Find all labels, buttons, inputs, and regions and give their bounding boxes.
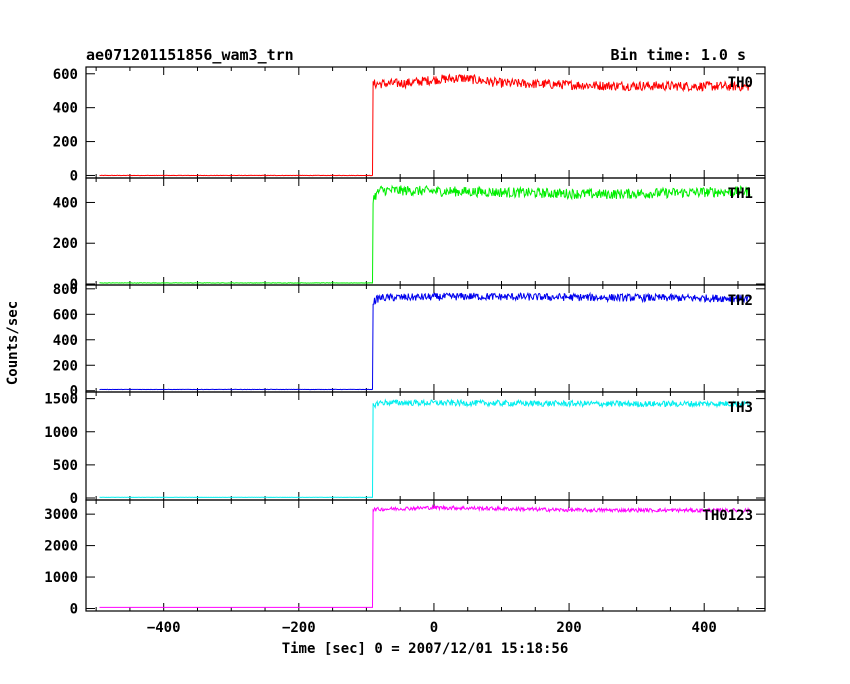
panel-frame	[85, 177, 766, 286]
y-tick-label: 2000	[44, 539, 78, 555]
y-tick-label: 3000	[44, 507, 78, 523]
y-tick-label: 0	[70, 277, 78, 293]
y-tick-label: 600	[53, 307, 78, 323]
y-tick-label: 200	[53, 135, 78, 151]
y-tick-label: 0	[70, 168, 78, 184]
panel-th0: 0 200 400 600 TH0	[53, 66, 766, 184]
x-axis: −400 −200 0 200 400	[147, 620, 717, 636]
y-tick-label: 400	[53, 101, 78, 117]
y-tick-label: 200	[53, 236, 78, 252]
y-tick-label: 200	[53, 358, 78, 374]
panel-th3: 0 500 1000 1500 TH3	[44, 391, 766, 507]
series-label: TH3	[728, 400, 753, 416]
panels-group: 0200400600TH00200400TH10200400600800TH20…	[44, 66, 766, 617]
y-axis-label: Counts/sec	[5, 301, 21, 385]
y-tick-label: 400	[53, 195, 78, 211]
series-label: TH0123	[702, 508, 753, 524]
series-line-th0	[99, 73, 751, 177]
y-tick-label: 0	[70, 491, 78, 507]
y-tick-label: 1000	[44, 425, 78, 441]
x-axis-label: Time [sec] 0 = 2007/12/01 15:18:56	[282, 641, 569, 657]
series-line-th0123	[99, 503, 751, 608]
y-tick-label: 1500	[44, 392, 78, 408]
x-tick-label: 0	[430, 620, 438, 636]
x-tick-label: −200	[282, 620, 316, 636]
y-tick-label: 500	[53, 458, 78, 474]
bin-time-label: Bin time: 1.0 s	[611, 46, 746, 64]
y-tick-label: 1000	[44, 570, 78, 586]
panel-th0123: 0 1000 2000 3000 TH0123	[44, 499, 766, 617]
chart-title: ae071201151856_wam3_trn	[86, 46, 294, 64]
panel-th2: 0 200 400 600 800 TH2	[53, 282, 766, 400]
panel-frame	[85, 391, 766, 501]
x-tick-label: 200	[556, 620, 581, 636]
series-label: TH1	[728, 186, 753, 202]
panel-frame	[85, 499, 766, 612]
series-line-th1	[99, 184, 751, 284]
series-label: TH2	[728, 293, 753, 309]
series-label: TH0	[728, 75, 753, 91]
panel-th1: 0 200 400 TH1	[53, 177, 766, 293]
y-tick-label: 0	[70, 601, 78, 617]
series-line-th2	[99, 291, 751, 391]
y-tick-label: 600	[53, 67, 78, 83]
x-tick-label: 400	[692, 620, 717, 636]
y-tick-label: 400	[53, 333, 78, 349]
y-tick-label: 0	[70, 384, 78, 400]
x-tick-label: −400	[147, 620, 181, 636]
panel-frame	[85, 284, 766, 393]
series-line-th3	[99, 398, 751, 498]
y-tick-label: 800	[53, 282, 78, 298]
